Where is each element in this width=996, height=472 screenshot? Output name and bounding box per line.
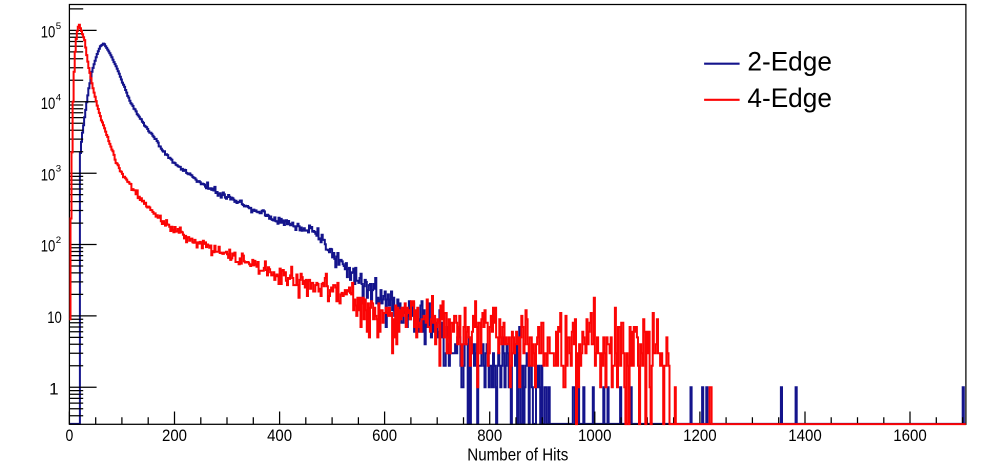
svg-text:5: 5 [56, 21, 61, 31]
svg-text:1600: 1600 [893, 426, 927, 445]
svg-text:10: 10 [41, 165, 56, 184]
svg-text:800: 800 [477, 426, 502, 445]
svg-text:1: 1 [49, 379, 58, 398]
svg-text:1200: 1200 [683, 426, 717, 445]
svg-text:400: 400 [267, 426, 292, 445]
svg-text:10: 10 [47, 308, 62, 327]
svg-text:10: 10 [41, 94, 56, 113]
svg-text:10: 10 [41, 237, 56, 256]
svg-text:0: 0 [66, 426, 74, 445]
svg-text:1400: 1400 [788, 426, 822, 445]
svg-text:10: 10 [41, 23, 56, 42]
svg-text:2-Edge: 2-Edge [747, 46, 832, 76]
svg-text:2: 2 [56, 235, 61, 245]
svg-text:600: 600 [372, 426, 397, 445]
svg-text:Number of Hits: Number of Hits [467, 445, 568, 465]
svg-text:1000: 1000 [578, 426, 612, 445]
svg-text:4-Edge: 4-Edge [747, 83, 832, 113]
svg-text:4: 4 [56, 92, 61, 102]
svg-text:3: 3 [56, 164, 61, 174]
svg-text:200: 200 [162, 426, 187, 445]
